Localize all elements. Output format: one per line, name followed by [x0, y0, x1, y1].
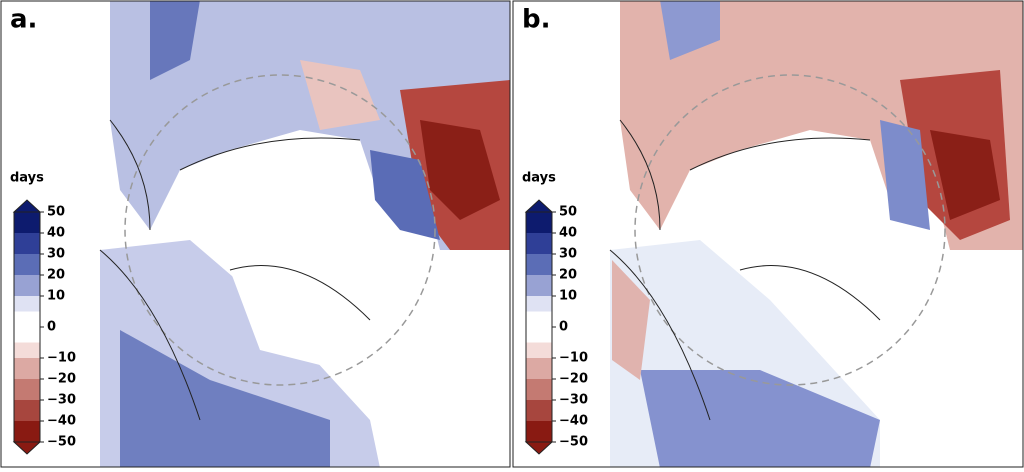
colorbar-tick-label: 10 [47, 289, 65, 304]
colorbar-tick-label: −30 [559, 393, 588, 408]
colorbar-tick-label: 20 [47, 268, 65, 283]
panel-label: a. [10, 5, 37, 35]
colorbar-title: days [10, 171, 44, 186]
colorbar-tick-label: −50 [47, 435, 76, 450]
colorbar-title: days [522, 171, 556, 186]
colorbar-band [14, 254, 40, 275]
colorbar-extend [524, 199, 554, 213]
colorbar-tick-label: −20 [47, 372, 76, 387]
colorbar-tick-label: 40 [559, 226, 577, 241]
colorbar-tick-label: −40 [47, 414, 76, 429]
colorbar-tick-label: 20 [559, 268, 577, 283]
colorbar-center [526, 311, 552, 343]
colorbar-band [14, 358, 40, 379]
colorbar-tick-label: 10 [559, 289, 577, 304]
panel-frame [0, 0, 511, 468]
colorbar-tick-label: −10 [559, 351, 588, 366]
colorbar-tick-label: 40 [47, 226, 65, 241]
panel-label: b. [522, 5, 551, 35]
colorbar-tick-label: −40 [559, 414, 588, 429]
colorbar-band [526, 379, 552, 400]
colorbar-band [14, 421, 40, 442]
colorbar-band [526, 400, 552, 421]
colorbar-band [526, 233, 552, 254]
colorbar-band [526, 275, 552, 296]
colorbar-band [14, 212, 40, 233]
colorbar-band [14, 379, 40, 400]
colorbar-tick-label: 50 [559, 205, 577, 220]
colorbar-band [526, 254, 552, 275]
colorbar-tick-label: 50 [47, 205, 65, 220]
colorbar-tick-label: −50 [559, 435, 588, 450]
colorbar-tick-label: −20 [559, 372, 588, 387]
colorbar-extend [12, 199, 42, 213]
panel-frame [512, 0, 1024, 468]
colorbar-band [14, 400, 40, 421]
colorbar-band [526, 212, 552, 233]
colorbar-tick-label: −30 [47, 393, 76, 408]
colorbar-band [526, 358, 552, 379]
colorbar-tick-label: 0 [47, 320, 56, 335]
colorbar-band [526, 421, 552, 442]
colorbar-center [14, 311, 40, 343]
colorbar-tick-label: 30 [47, 247, 65, 262]
colorbar-extend [12, 441, 42, 455]
colorbar-band [14, 233, 40, 254]
colorbar-tick-label: 30 [559, 247, 577, 262]
colorbar-extend [524, 441, 554, 455]
map-a [99, 1, 510, 467]
colorbar-tick-label: 0 [559, 320, 568, 335]
colorbar-tick-label: −10 [47, 351, 76, 366]
colorbar-band [14, 275, 40, 296]
map-b [609, 1, 1023, 467]
